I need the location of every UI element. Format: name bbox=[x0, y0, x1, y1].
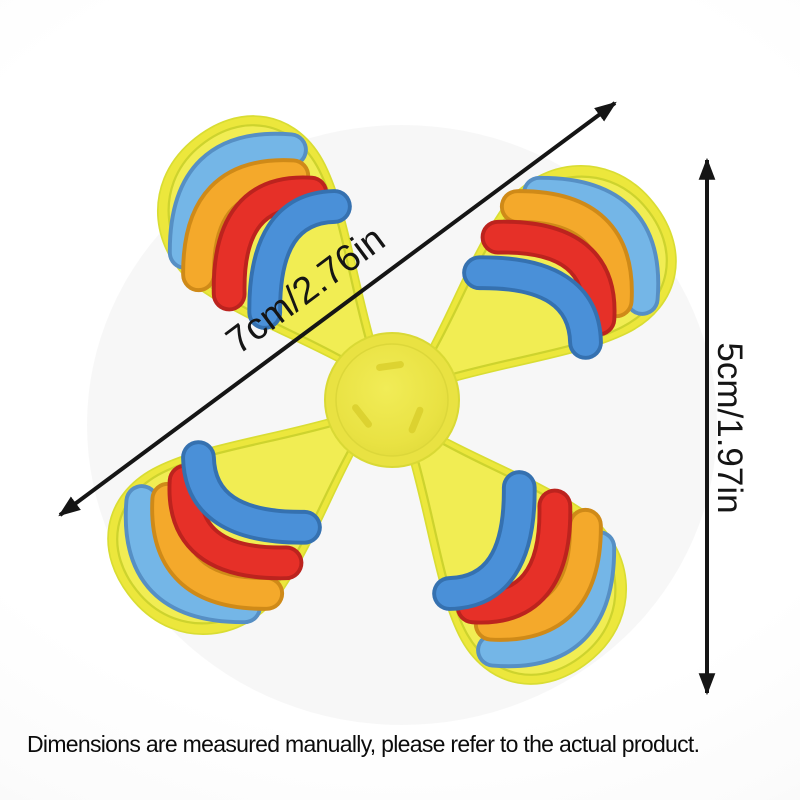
diagonal-dimension-arrow bbox=[58, 101, 617, 517]
vertical-dimension: 5cm/1.97in bbox=[698, 157, 749, 696]
vertical-dimension-label: 5cm/1.97in bbox=[710, 342, 749, 513]
measurement-disclaimer: Dimensions are measured manually, please… bbox=[27, 731, 700, 757]
spinner-hub bbox=[324, 332, 460, 468]
